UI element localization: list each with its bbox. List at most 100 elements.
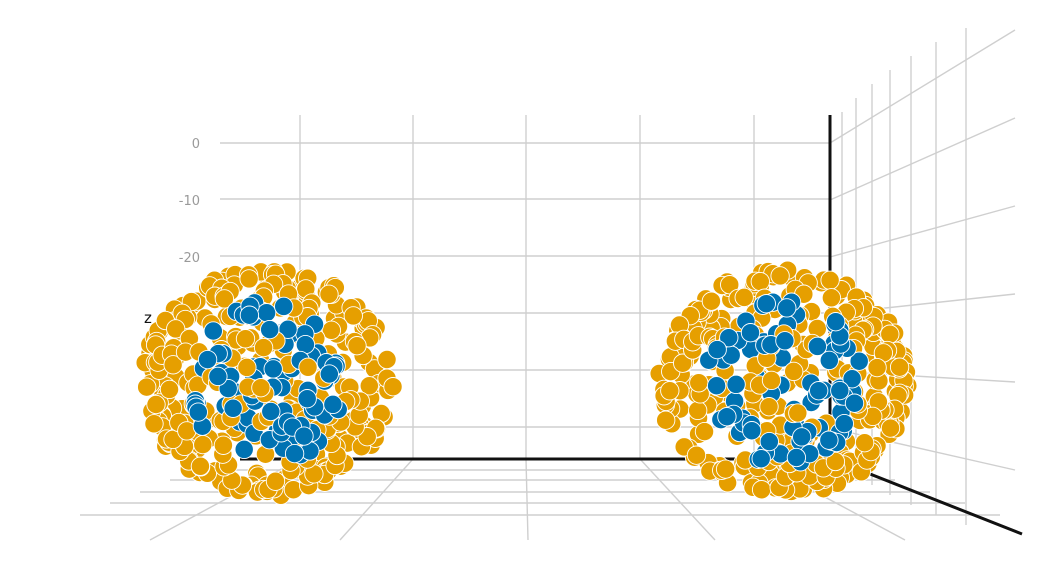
data-point <box>265 471 286 491</box>
z-axis-title: z <box>144 309 152 327</box>
data-point <box>253 337 274 358</box>
data-point <box>251 378 271 398</box>
data-point <box>809 381 829 401</box>
data-point <box>188 402 208 422</box>
data-point <box>234 439 254 460</box>
data-point <box>834 413 854 434</box>
data-point <box>867 357 887 378</box>
data-point <box>849 351 869 371</box>
data-point <box>889 357 910 377</box>
data-point <box>673 353 693 373</box>
data-point <box>261 401 281 422</box>
data-point <box>719 328 739 348</box>
data-point <box>656 410 676 430</box>
data-point <box>844 393 865 413</box>
floor-gridline <box>525 458 529 541</box>
data-point <box>235 329 256 349</box>
data-point <box>854 433 875 453</box>
data-point <box>786 447 807 468</box>
data-point <box>742 421 762 441</box>
side-wall-gridline <box>829 117 1016 201</box>
data-point <box>237 357 257 378</box>
data-point <box>214 289 235 309</box>
data-point <box>256 303 277 323</box>
side-wall-gridline <box>829 29 1016 144</box>
floor-gridline <box>339 458 414 541</box>
data-point <box>740 323 761 343</box>
data-point <box>213 435 234 455</box>
data-point <box>163 355 183 375</box>
data-point <box>715 459 736 479</box>
z-tick-labels: 0 -10 -20 <box>179 137 200 266</box>
data-point <box>821 288 842 308</box>
data-point <box>694 421 715 442</box>
data-point <box>819 350 839 371</box>
data-point <box>319 364 339 384</box>
data-point <box>726 374 746 395</box>
data-point <box>775 331 795 351</box>
data-point <box>788 403 808 423</box>
data-point <box>792 427 812 447</box>
data-point <box>751 480 772 500</box>
data-point <box>137 377 157 397</box>
floor-gridline <box>639 458 716 541</box>
data-point <box>377 349 397 370</box>
points-layer <box>135 260 918 505</box>
data-point <box>880 324 900 344</box>
data-point <box>166 319 186 339</box>
data-point <box>146 394 166 415</box>
z-tick-label: -20 <box>179 251 200 266</box>
data-point <box>190 456 211 476</box>
data-point <box>706 376 727 396</box>
data-point <box>223 398 243 418</box>
data-point <box>777 298 797 318</box>
data-point <box>260 319 280 340</box>
data-point <box>770 266 790 286</box>
data-point <box>689 373 709 393</box>
data-point <box>759 397 779 417</box>
data-point <box>701 291 722 311</box>
data-point <box>284 443 305 464</box>
data-point <box>759 431 779 452</box>
data-point <box>197 349 218 370</box>
data-point <box>660 381 680 401</box>
data-point <box>820 270 840 290</box>
data-point <box>208 366 228 387</box>
data-point <box>144 414 164 434</box>
data-point <box>203 321 223 341</box>
data-point <box>819 430 839 450</box>
data-point <box>688 400 708 421</box>
data-point <box>717 407 737 427</box>
data-point <box>830 380 850 401</box>
data-point <box>880 418 901 438</box>
data-point <box>686 445 707 465</box>
data-point <box>343 306 363 326</box>
side-wall-gridline <box>829 205 1016 258</box>
data-point <box>297 389 317 409</box>
data-point <box>807 336 828 357</box>
data-point <box>274 296 294 317</box>
data-point <box>359 376 379 396</box>
z-tick-label: -10 <box>179 194 200 209</box>
data-point <box>751 449 771 469</box>
data-point <box>298 357 318 377</box>
data-point <box>159 379 180 400</box>
data-point <box>734 287 754 308</box>
data-point <box>761 370 782 391</box>
data-point <box>294 426 314 446</box>
data-point <box>263 359 283 379</box>
data-point <box>321 320 342 340</box>
data-point <box>842 369 862 389</box>
data-point <box>347 336 367 356</box>
z-tick-label: 0 <box>192 137 200 152</box>
data-point <box>750 271 770 292</box>
data-point <box>383 377 403 397</box>
data-point <box>323 394 343 415</box>
data-point <box>784 361 804 382</box>
data-point <box>756 294 776 314</box>
data-point <box>319 284 339 304</box>
data-point <box>193 434 213 455</box>
data-point <box>825 451 846 472</box>
data-point <box>239 269 259 289</box>
